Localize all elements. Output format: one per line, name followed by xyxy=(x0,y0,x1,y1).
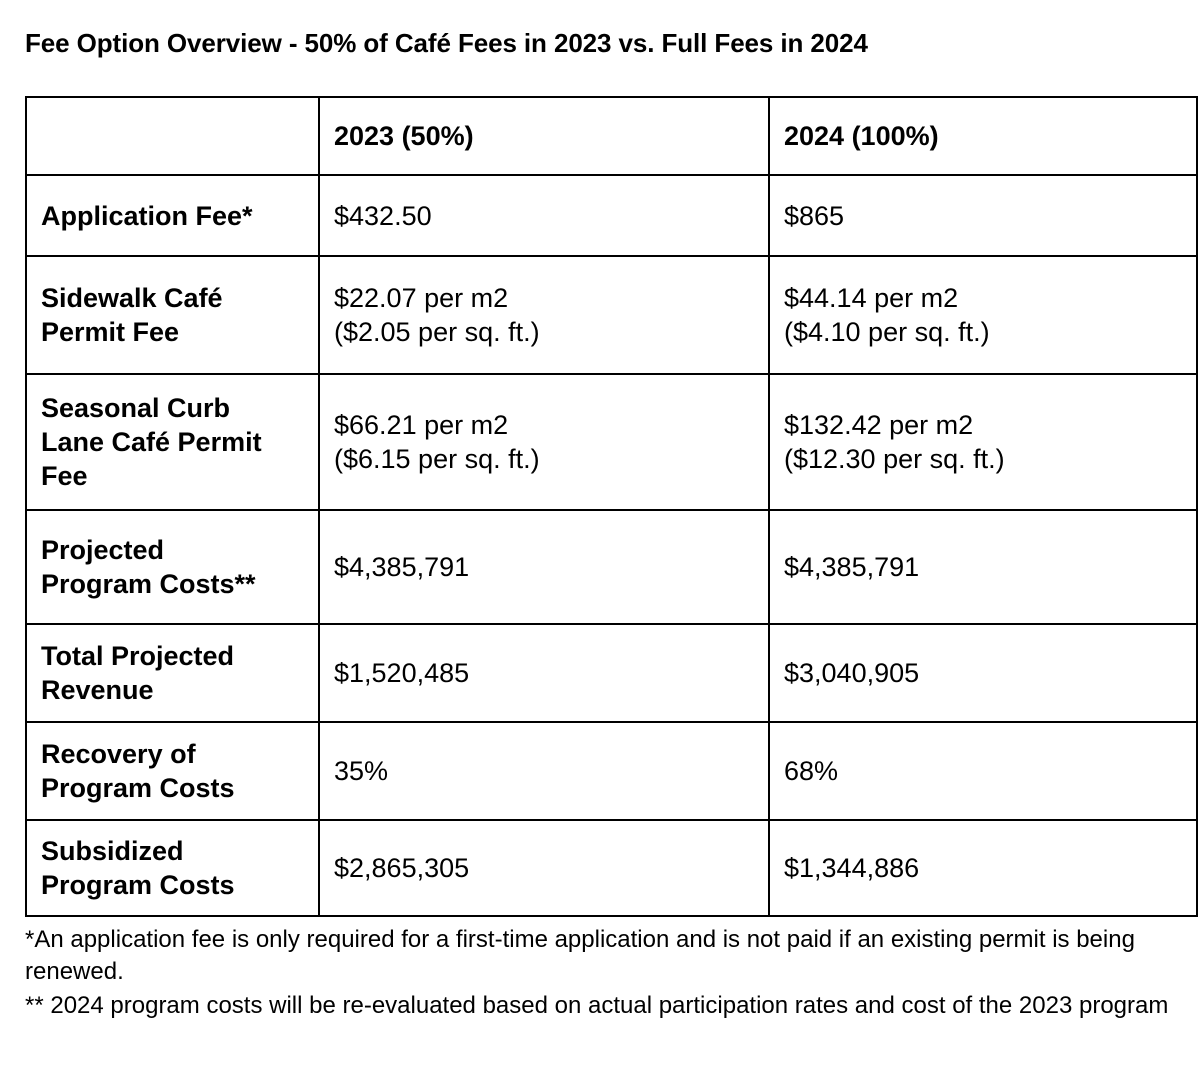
document-title: Fee Option Overview - 50% of Café Fees i… xyxy=(25,28,868,58)
value-line: $432.50 xyxy=(334,200,432,231)
value-line: $4,385,791 xyxy=(784,552,920,582)
value-2023: $1,520,485 xyxy=(318,623,770,723)
row-label-line: Permit Fee xyxy=(41,317,180,347)
value-line: $3,040,905 xyxy=(784,658,920,688)
value-line: $66.21 per m2 xyxy=(334,410,509,440)
row-label-line: Program Costs xyxy=(41,773,235,803)
value-2023: $2,865,305 xyxy=(318,819,770,917)
table-row-projected-program-costs: Projected Program Costs** $4,385,791 $4,… xyxy=(25,509,1198,625)
value-line: $1,520,485 xyxy=(334,658,470,688)
value-2024: $4,385,791 xyxy=(768,509,1198,625)
row-label-line: Lane Café Permit xyxy=(41,427,262,457)
fee-comparison-table: 2023 (50%) 2024 (100%) Application Fee* … xyxy=(25,96,1198,917)
table-row-recovery-of-program-costs: Recovery of Program Costs 35% 68% xyxy=(25,721,1198,821)
value-line: ($2.05 per sq. ft.) xyxy=(334,317,540,347)
value-2024: 68% xyxy=(768,721,1198,821)
value-2023: $432.50 xyxy=(318,174,770,257)
row-label: Seasonal Curb Lane Café Permit Fee xyxy=(25,373,320,511)
header-cell-2023: 2023 (50%) xyxy=(318,96,770,176)
row-label: Application Fee* xyxy=(25,174,320,257)
row-label: Total Projected Revenue xyxy=(25,623,320,723)
value-line: ($12.30 per sq. ft.) xyxy=(784,444,1005,474)
row-label-line: Fee xyxy=(41,461,88,491)
value-2024: $44.14 per m2 ($4.10 per sq. ft.) xyxy=(768,255,1198,375)
header-cell-empty xyxy=(25,96,320,176)
footnotes: *An application fee is only required for… xyxy=(25,924,1195,1024)
row-label-line: Revenue xyxy=(41,675,154,705)
table-row-curb-lane-cafe-permit-fee: Seasonal Curb Lane Café Permit Fee $66.2… xyxy=(25,373,1198,511)
row-label-line: Recovery of xyxy=(41,739,196,769)
row-label-line: Total Projected xyxy=(41,641,235,671)
value-line: ($6.15 per sq. ft.) xyxy=(334,444,540,474)
row-label: Sidewalk Café Permit Fee xyxy=(25,255,320,375)
table-row-application-fee: Application Fee* $432.50 $865 xyxy=(25,174,1198,257)
value-line: $132.42 per m2 xyxy=(784,410,974,440)
row-label-line: Program Costs** xyxy=(41,569,256,599)
row-label-line: Seasonal Curb xyxy=(41,393,231,423)
value-line: $44.14 per m2 xyxy=(784,283,959,313)
value-line: ($4.10 per sq. ft.) xyxy=(784,317,990,347)
value-line: $1,344,886 xyxy=(784,853,920,883)
value-2023: $4,385,791 xyxy=(318,509,770,625)
table-row-total-projected-revenue: Total Projected Revenue $1,520,485 $3,04… xyxy=(25,623,1198,723)
table-row-sidewalk-cafe-permit-fee: Sidewalk Café Permit Fee $22.07 per m2 (… xyxy=(25,255,1198,375)
row-label-line: Projected xyxy=(41,535,165,565)
row-label-line: Program Costs xyxy=(41,870,235,900)
value-2024: $1,344,886 xyxy=(768,819,1198,917)
row-label: Projected Program Costs** xyxy=(25,509,320,625)
value-2024: $132.42 per m2 ($12.30 per sq. ft.) xyxy=(768,373,1198,511)
value-2023: $66.21 per m2 ($6.15 per sq. ft.) xyxy=(318,373,770,511)
table-header-row: 2023 (50%) 2024 (100%) xyxy=(25,96,1198,176)
value-line: $865 xyxy=(784,200,845,231)
header-cell-2024: 2024 (100%) xyxy=(768,96,1198,176)
value-2023: $22.07 per m2 ($2.05 per sq. ft.) xyxy=(318,255,770,375)
value-line: $4,385,791 xyxy=(334,552,470,582)
value-2024: $865 xyxy=(768,174,1198,257)
row-label-line: Subsidized xyxy=(41,836,184,866)
footnote-program-costs: ** 2024 program costs will be re-evaluat… xyxy=(25,992,1169,1019)
value-2023: 35% xyxy=(318,721,770,821)
row-label: Recovery of Program Costs xyxy=(25,721,320,821)
value-line: 68% xyxy=(784,756,839,786)
row-label-line: Sidewalk Café xyxy=(41,283,223,313)
table-row-subsidized-program-costs: Subsidized Program Costs $2,865,305 $1,3… xyxy=(25,819,1198,917)
value-line: $2,865,305 xyxy=(334,853,470,883)
value-2024: $3,040,905 xyxy=(768,623,1198,723)
footnote-application-fee: *An application fee is only required for… xyxy=(25,926,1135,985)
row-label: Subsidized Program Costs xyxy=(25,819,320,917)
value-line: $22.07 per m2 xyxy=(334,283,509,313)
row-label-line: Application Fee* xyxy=(41,200,253,231)
value-line: 35% xyxy=(334,756,389,786)
